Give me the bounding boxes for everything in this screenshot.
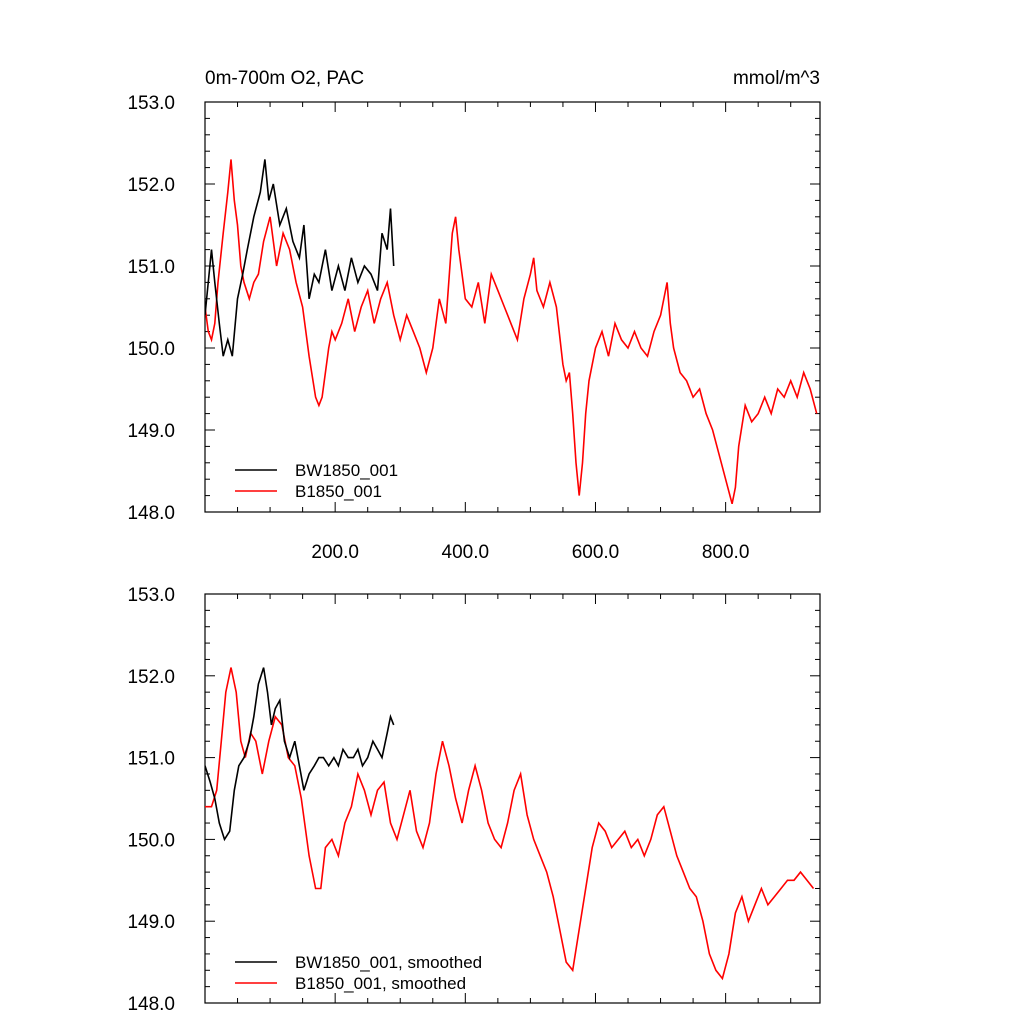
- y-tick-label: 153.0: [127, 585, 175, 606]
- series-line-0: [205, 667, 395, 842]
- series-line-1: [205, 667, 815, 981]
- bottom-panel: 148.0 149.0 150.0 151.0 152.0 153.0 BW1850_001…: [127, 585, 821, 1015]
- legend-label: BW1850_001, smoothed: [295, 953, 482, 972]
- y-tick-label: 149.0: [127, 421, 175, 442]
- y-tick-label: 150.0: [127, 339, 175, 360]
- plot-frame: [204, 593, 821, 1004]
- plot-frame: [204, 101, 821, 513]
- series-line-0: [205, 159, 395, 357]
- legend-label: BW1850_001: [295, 461, 398, 480]
- x-tick-label: 600.0: [572, 542, 620, 563]
- x-tick-label: 200.0: [311, 542, 359, 563]
- top-panel: 148.0 149.0 150.0 151.0 152.0 153.0 200.0 400.0…: [127, 93, 821, 563]
- legend-label: B1850_001, smoothed: [295, 974, 466, 993]
- y-tick-label: 149.0: [127, 912, 175, 933]
- y-tick-label: 153.0: [127, 93, 175, 114]
- y-tick-label: 148.0: [127, 994, 175, 1015]
- x-tick-label: 800.0: [702, 542, 750, 563]
- legend-label: B1850_001: [295, 482, 382, 501]
- chart-title: 0m-700m O2, PAC: [205, 68, 364, 89]
- series-line-1: [205, 159, 818, 505]
- y-tick-label: 151.0: [127, 257, 175, 278]
- y-tick-label: 152.0: [127, 175, 175, 196]
- y-tick-label: 150.0: [127, 830, 175, 851]
- y-tick-label: 151.0: [127, 749, 175, 770]
- x-tick-label: 400.0: [442, 542, 490, 563]
- y-tick-label: 152.0: [127, 667, 175, 688]
- y-tick-label: 148.0: [127, 503, 175, 524]
- units-label: mmol/m^3: [733, 68, 820, 89]
